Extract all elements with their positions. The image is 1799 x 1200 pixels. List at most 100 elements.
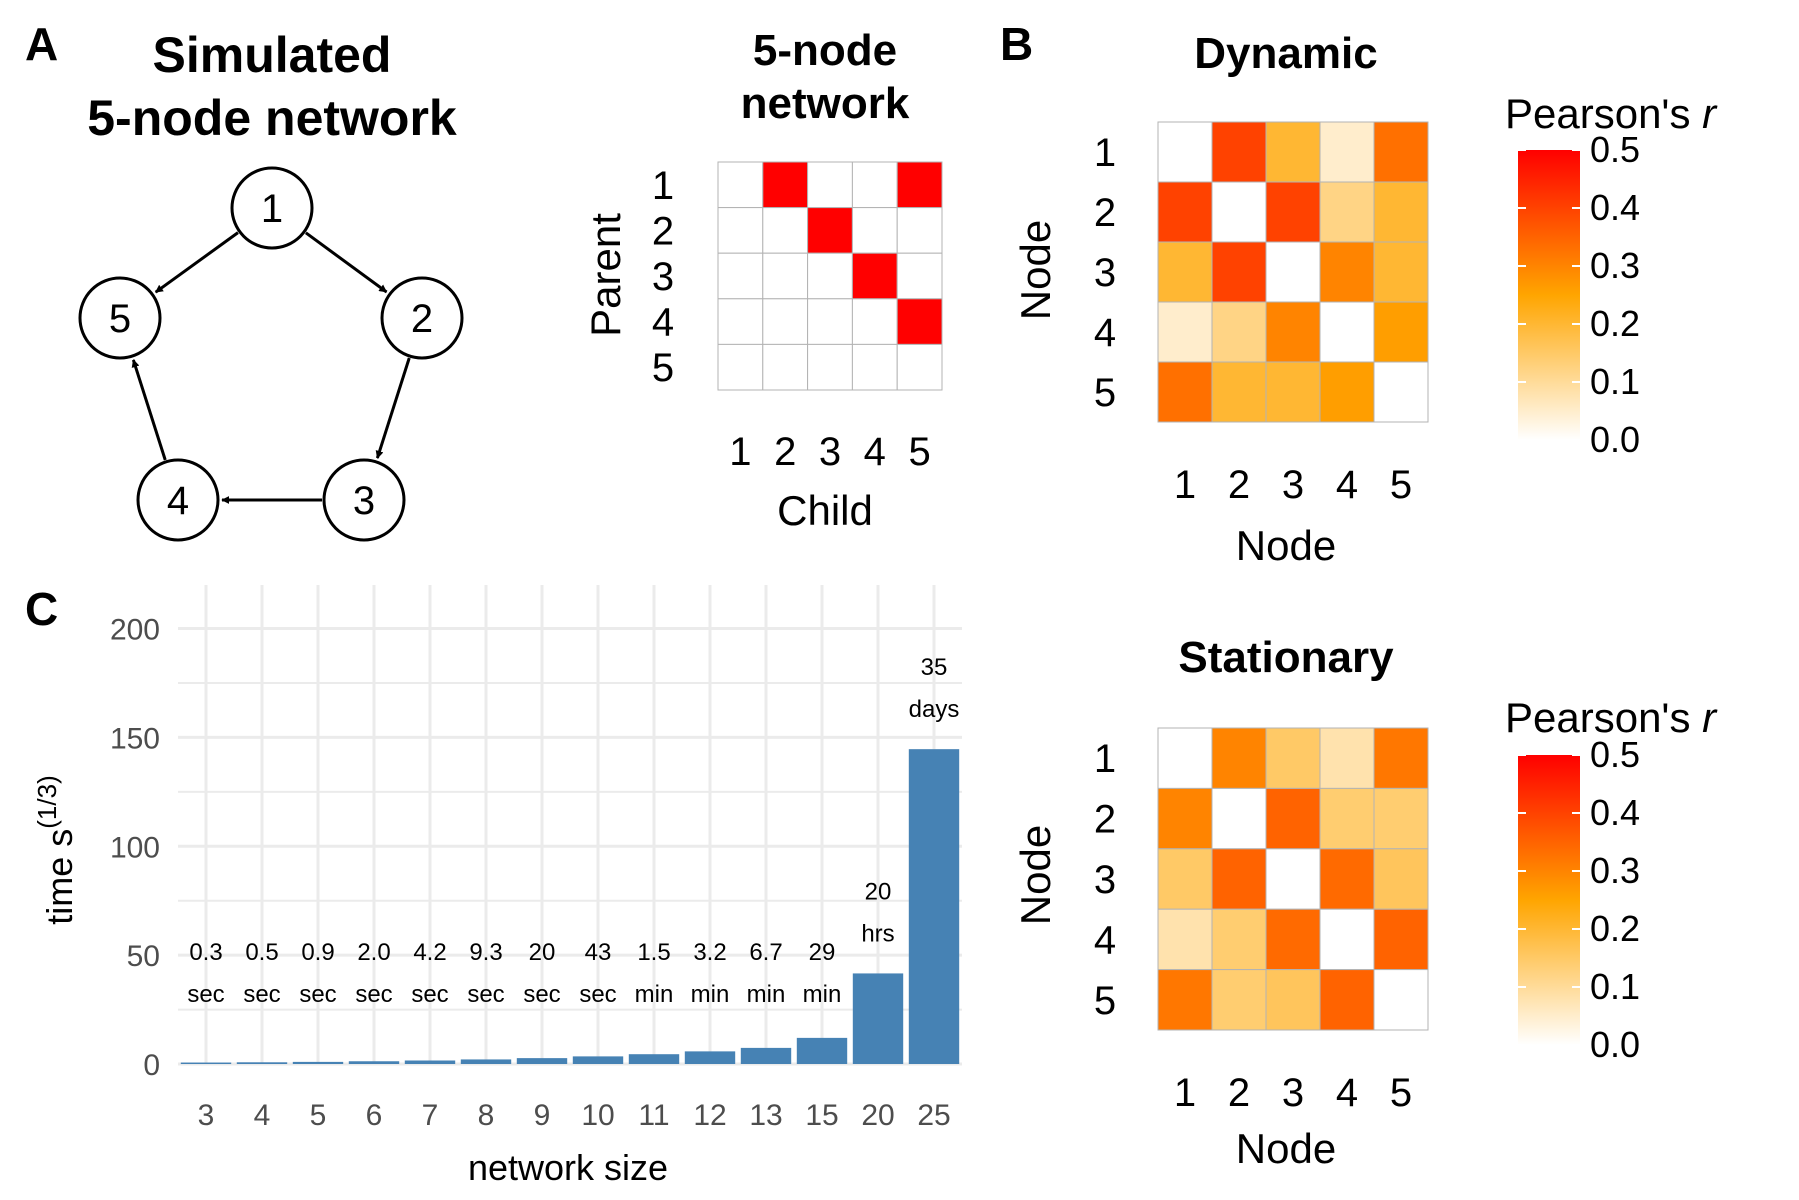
dynamic-cell-2-3 xyxy=(1265,181,1321,243)
dynamic-cell-1-4 xyxy=(1319,121,1375,183)
bar-label-unit-20: hrs xyxy=(861,920,894,947)
dynamic-cell-4-5 xyxy=(1373,301,1429,363)
bar-label-value-12: 3.2 xyxy=(693,939,726,966)
panel-label-c: C xyxy=(25,583,58,635)
bar-x-tick-15: 15 xyxy=(805,1099,838,1132)
adjacency-cell-1-2 xyxy=(762,161,809,209)
stationary-y-axis-title: Node xyxy=(1012,825,1059,925)
bar-x-tick-12: 12 xyxy=(693,1099,726,1132)
bar-label-value-11: 1.5 xyxy=(637,939,670,966)
stationary-legend-title: Pearson's r xyxy=(1505,694,1718,741)
stationary-cell-4-1 xyxy=(1157,908,1213,971)
dynamic-cell-3-1 xyxy=(1157,241,1213,303)
stationary-x-tick-4: 4 xyxy=(1336,1071,1358,1115)
dynamic-cell-3-5 xyxy=(1373,241,1429,303)
dynamic-cell-2-1 xyxy=(1157,181,1213,243)
dynamic-cell-2-4 xyxy=(1319,181,1375,243)
adjacency-cell-4-2 xyxy=(762,298,809,345)
bar-label-unit-13: min xyxy=(747,981,786,1008)
stationary-cell-1-1 xyxy=(1157,727,1213,789)
dynamic-cell-5-5 xyxy=(1373,361,1429,423)
bar-label-value-4: 0.5 xyxy=(245,939,278,966)
stationary-cell-2-3 xyxy=(1265,787,1321,850)
stationary-cell-2-4 xyxy=(1319,787,1375,850)
adjacency-cell-1-1 xyxy=(717,161,764,209)
dynamic-legend-tick-0.2: 0.2 xyxy=(1590,303,1640,344)
adjacency-x-tick-4: 4 xyxy=(864,430,886,474)
dynamic-legend-tick-0.5: 0.5 xyxy=(1590,129,1640,170)
stationary-colorbar xyxy=(1518,755,1580,1045)
dynamic-cell-3-4 xyxy=(1319,241,1375,303)
network-title-line2: 5-node network xyxy=(87,90,457,146)
node-circle-1 xyxy=(230,166,314,250)
bar-label-unit-3: sec xyxy=(187,981,224,1008)
stationary-cell-4-5 xyxy=(1373,908,1429,971)
dynamic-heatmap: Dynamic Node Node Pearson's r 1 2 3 4 512345… xyxy=(1012,29,1718,569)
bar-20 xyxy=(852,973,904,1064)
bar-label-value-3: 0.3 xyxy=(189,939,222,966)
bar-7 xyxy=(404,1060,456,1064)
stationary-x-tick-3: 3 xyxy=(1282,1071,1304,1115)
edge-2-to-3 xyxy=(375,357,411,459)
dynamic-x-tick-5: 5 xyxy=(1390,463,1412,507)
bar-3 xyxy=(180,1062,232,1064)
stationary-heatmap: Stationary Node Node Pearson's r 1 2 3 4 512… xyxy=(1012,633,1718,1172)
dynamic-title: Dynamic xyxy=(1194,29,1377,78)
dynamic-cell-1-3 xyxy=(1265,121,1321,183)
dynamic-legend-tick-0.0: 0.0 xyxy=(1590,419,1640,460)
bar-y-tick-200: 200 xyxy=(110,614,160,647)
adjacency-cell-4-4 xyxy=(851,298,898,345)
node-label-1: 1 xyxy=(261,187,283,231)
bar-25 xyxy=(908,749,960,1064)
bar-label-value-25: 35 xyxy=(921,654,948,681)
bar-label-value-20: 20 xyxy=(865,878,892,905)
bar-label-value-8: 9.3 xyxy=(469,939,502,966)
bar-label-unit-11: min xyxy=(635,981,674,1008)
bar-x-tick-25: 25 xyxy=(917,1099,950,1132)
dynamic-cell-4-1 xyxy=(1157,301,1213,363)
bar-8 xyxy=(460,1059,512,1064)
dynamic-x-tick-2: 2 xyxy=(1228,463,1250,507)
node-circle-3 xyxy=(322,458,406,542)
bar-15 xyxy=(796,1037,848,1064)
adjacency-cell-3-2 xyxy=(762,252,809,300)
bar-y-tick-100: 100 xyxy=(110,831,160,864)
stationary-cell-1-2 xyxy=(1211,727,1267,789)
stationary-legend-tick-0.2: 0.2 xyxy=(1590,908,1640,949)
stationary-legend-tick-0.0: 0.0 xyxy=(1590,1024,1640,1065)
dynamic-cell-2-2 xyxy=(1211,181,1267,243)
adjacency-y-tick-4: 4 xyxy=(652,301,674,345)
stationary-cell-4-2 xyxy=(1211,908,1267,971)
adjacency-cell-2-4 xyxy=(851,207,898,254)
node-label-5: 5 xyxy=(109,297,131,341)
dynamic-y-tick-1: 1 xyxy=(1094,131,1116,175)
node-circle-2 xyxy=(380,276,464,360)
adjacency-cell-2-1 xyxy=(717,207,764,254)
bar-label-value-10: 43 xyxy=(585,939,612,966)
adjacency-title-line2: network xyxy=(741,79,910,128)
bar-x-tick-3: 3 xyxy=(198,1099,215,1132)
adjacency-y-tick-2: 2 xyxy=(652,209,674,253)
bar-label-unit-10: sec xyxy=(579,981,616,1008)
dynamic-cell-5-1 xyxy=(1157,361,1213,423)
stationary-legend-tick-0.5: 0.5 xyxy=(1590,734,1640,775)
stationary-cell-4-3 xyxy=(1265,908,1321,971)
bar-label-unit-12: min xyxy=(691,981,730,1008)
stationary-x-tick-1: 1 xyxy=(1174,1071,1196,1115)
bar-10 xyxy=(572,1056,624,1064)
adjacency-cell-4-1 xyxy=(717,298,764,345)
bar-y-tick-150: 150 xyxy=(110,722,160,755)
adjacency-x-tick-3: 3 xyxy=(819,430,841,474)
bar-label-value-9: 20 xyxy=(529,939,556,966)
bar-x-tick-7: 7 xyxy=(422,1099,439,1132)
dynamic-cell-5-3 xyxy=(1265,361,1321,423)
dynamic-cell-1-5 xyxy=(1373,121,1429,183)
node-label-4: 4 xyxy=(167,479,189,523)
bar-label-unit-9: sec xyxy=(523,981,560,1008)
stationary-y-tick-2: 2 xyxy=(1094,798,1116,842)
edge-1-to-2 xyxy=(304,231,388,294)
stationary-legend-tick-0.1: 0.1 xyxy=(1590,966,1640,1007)
edge-1-to-5 xyxy=(154,231,239,294)
